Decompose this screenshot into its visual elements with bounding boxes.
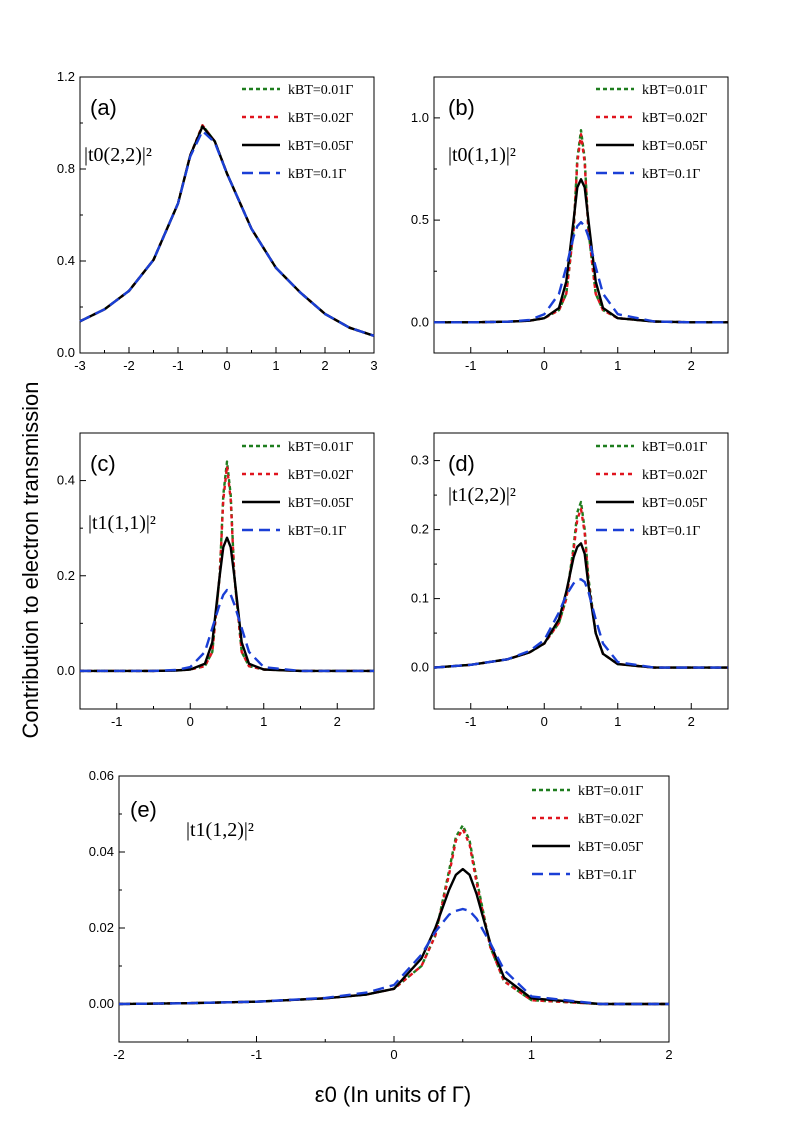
x-tick-label: 1 bbox=[260, 714, 267, 729]
x-tick-label: -1 bbox=[465, 358, 477, 373]
legend-label: kBT=0.02Γ bbox=[642, 468, 707, 483]
legend-label: kBT=0.01Γ bbox=[288, 83, 353, 98]
x-tick-label: -1 bbox=[111, 714, 123, 729]
y-tick-label: 0.0 bbox=[57, 663, 75, 678]
x-tick-label: -3 bbox=[74, 358, 86, 373]
y-tick-label: 0.4 bbox=[57, 253, 75, 268]
y-tick-label: 0.0 bbox=[411, 314, 429, 329]
panel-tag: (d) bbox=[448, 451, 475, 476]
x-tick-label: 0 bbox=[541, 714, 548, 729]
panel-tag: (e) bbox=[130, 797, 157, 822]
x-tick-label: 2 bbox=[665, 1047, 672, 1062]
legend-label: kBT=0.1Γ bbox=[642, 524, 700, 539]
y-tick-label: 0.00 bbox=[89, 996, 114, 1011]
x-tick-label: 0 bbox=[223, 358, 230, 373]
series-line bbox=[434, 220, 728, 324]
y-tick-label: 0.06 bbox=[89, 768, 114, 783]
y-tick-label: 0.1 bbox=[411, 591, 429, 606]
series-line bbox=[79, 129, 375, 337]
x-tick-label: 0 bbox=[390, 1047, 397, 1062]
x-tick-label: -1 bbox=[172, 358, 184, 373]
legend-label: kBT=0.1Γ bbox=[642, 167, 700, 182]
x-tick-label: 1 bbox=[272, 358, 279, 373]
legend-label: kBT=0.01Γ bbox=[642, 440, 707, 455]
legend-label: kBT=0.05Γ bbox=[288, 496, 353, 511]
legend-label: kBT=0.02Γ bbox=[288, 468, 353, 483]
x-tick-label: 2 bbox=[688, 358, 695, 373]
panel-tag: (a) bbox=[90, 95, 117, 120]
y-tick-label: 1.0 bbox=[411, 110, 429, 125]
panel-b: -1 0 1 2 0.0 0.5 1.0 kBT=0.01Γ kBT=0.02Γ kBT=0.05… bbox=[411, 76, 729, 373]
y-tick-label: 0.02 bbox=[89, 920, 114, 935]
legend-label: kBT=0.02Γ bbox=[578, 812, 643, 827]
panel-d: -1 0 1 2 0.0 0.1 0.2 0.3 kBT=0.01Γ kBT=0.02Γ kBT=0… bbox=[411, 432, 729, 729]
legend-label: kBT=0.01Γ bbox=[642, 83, 707, 98]
legend-label: kBT=0.02Γ bbox=[642, 111, 707, 126]
quantity-label: |t1(1,1)|² bbox=[88, 512, 156, 534]
x-tick-label: 2 bbox=[688, 714, 695, 729]
series-line bbox=[434, 177, 728, 324]
series-line bbox=[118, 828, 669, 1006]
x-tick-label: -2 bbox=[113, 1047, 125, 1062]
panel-e: -2 -1 0 1 2 0.00 0.02 0.04 0.06 kBT=0.01Γ kBT=0.02… bbox=[89, 768, 673, 1062]
x-tick-label: 3 bbox=[370, 358, 377, 373]
legend-label: kBT=0.01Γ bbox=[288, 440, 353, 455]
y-tick-label: 1.2 bbox=[57, 69, 75, 84]
legend-label: kBT=0.05Γ bbox=[288, 139, 353, 154]
y-tick-label: 0.3 bbox=[411, 453, 429, 468]
x-tick-label: 1 bbox=[614, 358, 621, 373]
x-tick-label: -1 bbox=[465, 714, 477, 729]
panel-c: -1 0 1 2 0.0 0.2 0.4 kBT=0.01Γ kBT=0.02Γ kBT=0.05… bbox=[57, 432, 375, 729]
series-line bbox=[80, 460, 374, 673]
legend-label: kBT=0.1Γ bbox=[288, 524, 346, 539]
quantity-label: |t0(1,1)|² bbox=[448, 144, 516, 166]
quantity-label: |t0(2,2)|² bbox=[84, 144, 152, 166]
x-tick-label: -1 bbox=[251, 1047, 263, 1062]
series-line bbox=[80, 536, 374, 673]
legend-label: kBT=0.05Γ bbox=[642, 496, 707, 511]
x-tick-label: 2 bbox=[321, 358, 328, 373]
x-tick-label: 0 bbox=[187, 714, 194, 729]
x-tick-label: -2 bbox=[123, 358, 135, 373]
series-line bbox=[118, 907, 669, 1006]
x-axis-label: ε0 (In units of Γ) bbox=[315, 1082, 471, 1107]
y-axis-label: Contribution to electron transmission bbox=[18, 381, 43, 738]
x-tick-label: 1 bbox=[614, 714, 621, 729]
legend-label: kBT=0.01Γ bbox=[578, 784, 643, 799]
x-tick-label: 2 bbox=[334, 714, 341, 729]
legend-label: kBT=0.02Γ bbox=[288, 111, 353, 126]
y-tick-label: 0.5 bbox=[411, 212, 429, 227]
panel-tag: (c) bbox=[90, 451, 116, 476]
y-tick-label: 0.2 bbox=[57, 568, 75, 583]
panel-a: -3 -2 -1 0 1 2 3 0.0 0.4 0.8 1.2 kBT=0.01Γ kBT=0.02Γ… bbox=[57, 69, 378, 373]
series-line bbox=[80, 588, 374, 673]
x-tick-label: 0 bbox=[541, 358, 548, 373]
series-line bbox=[433, 542, 728, 669]
y-tick-label: 0.4 bbox=[57, 473, 75, 488]
y-tick-label: 0.04 bbox=[89, 844, 114, 859]
legend-label: kBT=0.05Γ bbox=[578, 840, 643, 855]
quantity-label: |t1(2,2)|² bbox=[448, 484, 516, 506]
panel-tag: (b) bbox=[448, 95, 475, 120]
y-tick-label: 0.0 bbox=[411, 660, 429, 675]
y-tick-label: 0.2 bbox=[411, 522, 429, 537]
legend-label: kBT=0.1Γ bbox=[578, 868, 636, 883]
series-line bbox=[433, 578, 728, 669]
legend-label: kBT=0.05Γ bbox=[642, 139, 707, 154]
y-tick-label: 0.0 bbox=[57, 345, 75, 360]
x-tick-label: 1 bbox=[528, 1047, 535, 1062]
legend-label: kBT=0.1Γ bbox=[288, 167, 346, 182]
y-tick-label: 0.8 bbox=[57, 161, 75, 176]
quantity-label: |t1(1,2)|² bbox=[186, 819, 254, 841]
